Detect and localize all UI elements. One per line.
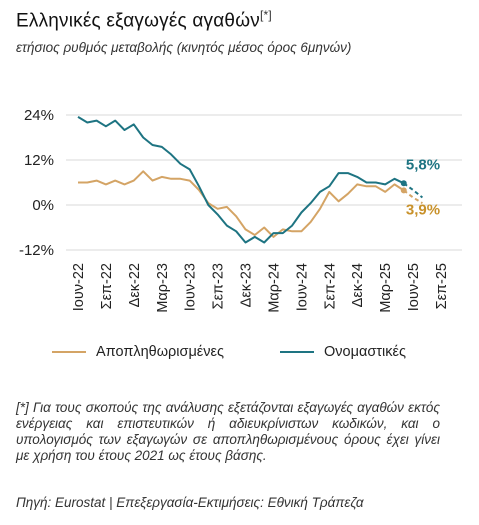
- y-tick-label: 24%: [24, 107, 54, 124]
- chart-title: Ελληνικές εξαγωγές αγαθών[*]: [16, 8, 272, 32]
- legend-swatch-real: [52, 351, 86, 353]
- x-tick-label: Δεκ-24: [350, 263, 366, 307]
- series-line-real: [78, 170, 405, 238]
- legend: Αποπληθωρισμένες Ονομαστικές: [0, 344, 479, 366]
- x-tick-label: Σεπ-24: [322, 263, 338, 309]
- x-tick-label: Ιουν-23: [183, 263, 199, 311]
- x-tick-label: Δεκ-23: [239, 263, 255, 307]
- x-tick-label: Μαρ-24: [266, 263, 282, 313]
- end-labels: 5,8% 3,9%: [406, 156, 440, 218]
- series-lines: [77, 116, 424, 244]
- footnote: [*] Για τους σκοπούς της ανάλυσης εξετάζ…: [16, 400, 440, 463]
- x-tick-label: Ιουν-22: [71, 263, 87, 311]
- y-tick-label: 12%: [24, 152, 54, 169]
- end-label-real: 3,9%: [406, 201, 440, 218]
- x-tick-label: Ιουν-24: [294, 263, 310, 311]
- legend-label-real: Αποπληθωρισμένες: [96, 344, 224, 360]
- x-axis-labels: Ιουν-22 Σεπ-22 Δεκ-22 Μαρ-23 Ιουν-23 Σεπ-23 Δε…: [71, 263, 450, 313]
- series-line-nominal: [77, 116, 405, 244]
- legend-label-nominal: Ονομαστικές: [324, 344, 406, 360]
- end-label-nominal: 5,8%: [406, 156, 440, 173]
- legend-swatch-nominal: [280, 351, 314, 353]
- y-axis-labels: -12% 0% 12% 24%: [19, 107, 54, 259]
- x-tick-label: Μαρ-25: [378, 263, 394, 313]
- x-tick-label: Ιουν-25: [406, 263, 422, 311]
- title-footnote-marker: [*]: [259, 8, 272, 22]
- end-point-real: [400, 187, 407, 194]
- x-tick-label: Μαρ-23: [155, 263, 171, 313]
- legend-item-nominal: Ονομαστικές: [280, 344, 406, 360]
- chart-title-text: Ελληνικές εξαγωγές αγαθών: [16, 10, 260, 32]
- y-tick-label: -12%: [19, 242, 54, 259]
- x-tick-label: Δεκ-22: [127, 263, 143, 307]
- source-note: Πηγή: Eurostat | Επεξεργασία-Εκτιμήσεις:…: [16, 495, 364, 510]
- forecast-line-real: [403, 189, 423, 204]
- x-tick-label: Σεπ-25: [434, 263, 450, 309]
- forecast-line-nominal: [403, 182, 424, 199]
- chart-subtitle: ετήσιος ρυθμός μεταβολής (κινητός μέσος …: [16, 40, 352, 55]
- x-tick-label: Σεπ-22: [99, 263, 115, 309]
- end-point-nominal: [400, 180, 407, 187]
- gridlines: [66, 114, 462, 251]
- legend-item-real: Αποπληθωρισμένες: [52, 344, 224, 360]
- y-tick-label: 0%: [32, 197, 54, 214]
- line-chart: -12%0%12%24% Ιουν-22 Σεπ-22 Δεκ-22 Μαρ-23 Ιο…: [19, 107, 462, 313]
- x-tick-label: Σεπ-23: [211, 263, 227, 309]
